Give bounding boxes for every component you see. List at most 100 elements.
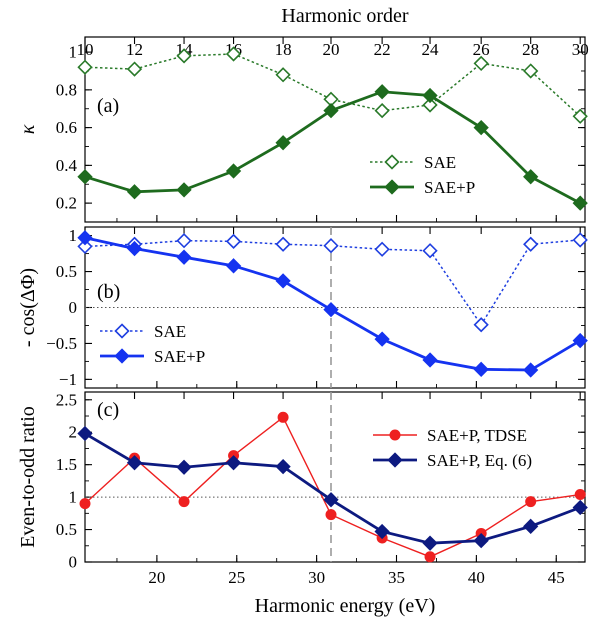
- legend-marker: [389, 429, 401, 441]
- data-point: [126, 61, 143, 77]
- panel-b: −1 −0.5 0 0.5 1 (b) - cos(ΔΦ) SAE SAE+P: [17, 226, 588, 389]
- bottom-tick-label: 45: [548, 568, 565, 587]
- panel-c: 0 0.5 1 1.5 2 2.5 (c) Even-to-odd ratio SAE+P, T…: [17, 390, 588, 572]
- legend-label: SAE: [424, 153, 456, 172]
- y-tick-label: 1: [69, 488, 78, 507]
- bottom-tick-label: 35: [388, 568, 405, 587]
- data-point: [424, 551, 436, 563]
- data-point: [77, 425, 93, 442]
- data-point: [422, 352, 438, 368]
- legend-label: SAE+P, Eq. (6): [427, 451, 532, 470]
- legend-marker: [114, 348, 130, 364]
- bottom-tick-label: 40: [468, 568, 485, 587]
- data-point: [525, 496, 537, 508]
- data-point: [176, 48, 192, 64]
- legend-label: SAE+P: [424, 178, 475, 197]
- series-line-sae: [84, 53, 581, 117]
- data-point: [473, 55, 489, 72]
- y-tick-label: 1: [69, 226, 78, 245]
- data-point: [374, 84, 390, 100]
- data-point: [277, 411, 289, 423]
- data-point: [77, 59, 93, 75]
- panel-a: 0.2 0.4 0.6 0.8 1 (a) κ SAE SAE+P: [17, 36, 588, 223]
- data-point: [275, 273, 291, 289]
- data-point: [574, 489, 586, 501]
- y-tick-label: 0.5: [56, 262, 77, 281]
- data-point: [374, 241, 390, 257]
- data-point: [523, 362, 539, 378]
- top-tick-label: 20: [323, 40, 340, 59]
- y-tick-label: 2: [69, 423, 78, 442]
- data-point: [77, 169, 93, 185]
- data-point: [422, 243, 438, 259]
- data-point: [374, 102, 390, 119]
- data-point: [473, 532, 489, 549]
- panel-label: (a): [97, 95, 119, 117]
- top-tick-label: 18: [275, 40, 292, 59]
- bottom-tick-label: 25: [228, 568, 245, 587]
- data-point: [572, 195, 588, 211]
- data-point: [126, 240, 143, 257]
- y-tick-label: 0.2: [56, 194, 77, 213]
- panels: 0.2 0.4 0.6 0.8 1 (a) κ SAE SAE+P −1 −0.5 0 0.5 1 (b) -…: [17, 36, 588, 572]
- data-point: [323, 238, 339, 254]
- panel-label: (b): [97, 281, 120, 303]
- y-tick-label: 2.5: [56, 390, 77, 409]
- data-point: [275, 458, 291, 475]
- data-point: [176, 233, 192, 249]
- data-point: [225, 233, 242, 250]
- data-point: [275, 135, 291, 151]
- data-point: [523, 236, 539, 252]
- data-point: [77, 238, 93, 255]
- data-point: [323, 102, 339, 119]
- data-point: [275, 67, 291, 83]
- bottom-xlabel: Harmonic energy (eV): [255, 595, 436, 617]
- top-xlabel: Harmonic order: [281, 5, 409, 27]
- legend-marker: [384, 179, 400, 195]
- data-point: [178, 496, 190, 508]
- legend-marker: [114, 323, 130, 339]
- data-point: [225, 455, 242, 471]
- bottom-axis-ticks: 20 25 30 35 40 45: [148, 568, 564, 587]
- y-tick-label: −0.5: [46, 334, 77, 353]
- top-tick-label: 12: [126, 40, 143, 59]
- data-point: [572, 232, 588, 248]
- data-point: [523, 518, 539, 534]
- data-point: [422, 535, 438, 551]
- y-axis-label: - cos(ΔΦ): [17, 268, 39, 347]
- data-point: [275, 236, 291, 252]
- data-point: [325, 509, 337, 521]
- data-point: [572, 332, 588, 349]
- data-point: [374, 523, 390, 540]
- y-tick-label: 1: [69, 43, 78, 62]
- legend-marker: [387, 452, 403, 468]
- data-point: [176, 249, 192, 265]
- data-point: [572, 499, 588, 516]
- y-axis-label: Even-to-odd ratio: [17, 406, 39, 548]
- y-tick-label: 0.4: [56, 156, 78, 175]
- panel-frame: [84, 391, 586, 563]
- legend-label: SAE: [154, 322, 186, 341]
- data-point: [473, 317, 489, 333]
- legend-marker: [384, 154, 400, 170]
- data-point: [225, 46, 242, 62]
- legend-label: SAE+P, TDSE: [427, 426, 527, 445]
- data-point: [176, 459, 192, 475]
- y-tick-label: 0.6: [56, 118, 77, 137]
- data-point: [77, 230, 93, 246]
- bottom-tick-label: 20: [148, 568, 165, 587]
- top-axis-ticks: 1012141618202224262830: [77, 40, 589, 59]
- top-tick-label: 22: [374, 40, 391, 59]
- y-tick-label: 0: [69, 553, 78, 572]
- y-tick-label: 0.5: [56, 520, 77, 539]
- data-point: [572, 108, 588, 124]
- y-tick-label: −1: [59, 370, 77, 389]
- data-point: [422, 97, 438, 113]
- data-point: [126, 184, 143, 200]
- top-tick-label: 28: [522, 40, 539, 59]
- data-point: [323, 302, 339, 318]
- bottom-tick-label: 30: [308, 568, 325, 587]
- y-tick-label: 0.8: [56, 80, 77, 99]
- data-point: [473, 119, 489, 136]
- data-point: [473, 361, 489, 377]
